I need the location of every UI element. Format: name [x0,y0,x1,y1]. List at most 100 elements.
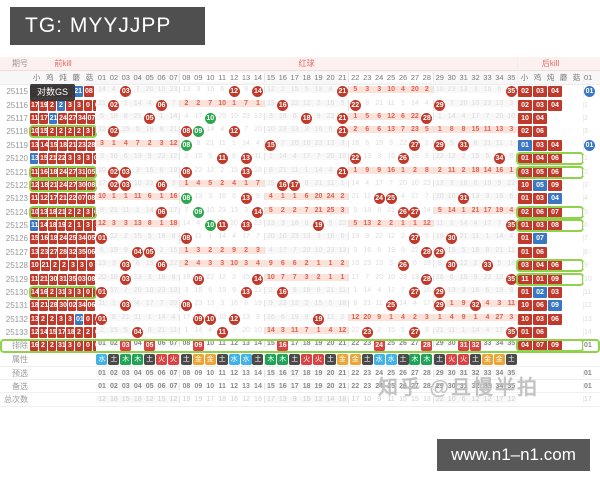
miss-count: 23 [145,179,154,187]
pink-count-cell: 3 [420,313,433,321]
pink-count-cell: 7 [251,179,264,187]
backup-number[interactable]: 04 [131,382,144,390]
preselect-number[interactable]: 18 [300,369,313,377]
backup-number[interactable]: 08 [179,382,193,390]
preselect-number[interactable]: 25 [385,369,398,377]
preselect-number[interactable]: 02 [107,369,120,377]
red-cell: 2 [179,153,193,161]
exclude-cell: 12 [228,340,241,348]
preselect-number[interactable]: 26 [397,369,409,377]
preselect-number[interactable]: 19 [312,369,325,377]
preselect-number[interactable]: 21 [336,369,349,377]
backup-number[interactable]: 01 [96,382,108,390]
backup-number[interactable]: 12 [228,382,241,390]
red-cell: 19 [288,313,301,321]
backup-number[interactable]: 27 [408,382,421,390]
kill-number-red: 03 [77,273,86,285]
preselect-grid: 01 02 03 04 05 06 07 08 09 10 11 12 13 14 15 16 17 18 19 20… [96,369,518,377]
preselect-number[interactable]: 22 [348,369,362,377]
red-cell: 9 [240,86,252,94]
preselect-number[interactable]: 34 [493,369,506,377]
preselect-number[interactable]: 29 [432,369,446,377]
backup-number[interactable]: 22 [348,382,362,390]
red-cell: 19 [457,273,470,281]
preselect-number[interactable]: 30 [445,369,458,377]
preselect-number[interactable]: 17 [288,369,301,377]
preselect-number[interactable]: 05 [143,369,156,377]
preselect-number[interactable]: 33 [481,369,494,377]
backup-number[interactable]: 17 [288,382,301,390]
backup-number[interactable]: 24 [373,382,386,390]
backup-number[interactable]: 28 [420,382,433,390]
miss-count: 19 [411,153,419,161]
miss-count: 12 [254,287,262,295]
preselect-number[interactable]: 23 [361,369,374,377]
backup-number[interactable]: 03 [119,382,132,390]
preselect-number[interactable]: 10 [204,369,217,377]
miss-count: 20 [254,126,262,134]
red-cell: 12 [324,313,337,321]
backup-number[interactable]: 19 [312,382,325,390]
preselect-number[interactable]: 06 [155,369,168,377]
miss-count: 21 [121,313,130,321]
preselect-number[interactable]: 01 [96,369,108,377]
backup-number[interactable]: 25 [385,382,398,390]
preselect-number[interactable]: 12 [228,369,241,377]
preselect-number[interactable]: 31 [457,369,470,377]
backup-number[interactable]: 11 [216,382,229,390]
preselect-number[interactable]: 11 [216,369,229,377]
miss-count: 21 [157,327,166,335]
red-cell: 12 [96,126,108,134]
backup-number[interactable]: 29 [432,382,446,390]
backup-number[interactable]: 35 [505,382,518,390]
backup-number[interactable]: 14 [251,382,264,390]
miss-count: 13 [302,233,311,241]
preselect-blue[interactable]: 01 [583,369,600,377]
preselect-number[interactable]: 03 [119,369,132,377]
number-label: 25 [387,382,395,390]
backup-number[interactable]: 30 [445,382,458,390]
backup-number[interactable]: 26 [397,382,409,390]
backup-number[interactable]: 15 [263,382,277,390]
backup-number[interactable]: 10 [204,382,217,390]
preselect-number[interactable]: 07 [167,369,180,377]
backup-number[interactable]: 32 [469,382,482,390]
backup-number[interactable]: 16 [276,382,289,390]
backup-number[interactable]: 18 [300,382,313,390]
preselect-number[interactable]: 16 [276,369,289,377]
backup-number[interactable]: 09 [192,382,205,390]
preselect-number[interactable]: 20 [324,369,337,377]
backup-number[interactable]: 34 [493,382,506,390]
totals-cell: 22 [432,396,446,404]
backup-number[interactable]: 07 [167,382,180,390]
red-cell: 18 [155,233,168,241]
hit-ball: 14 [252,273,264,285]
backup-number[interactable]: 20 [324,382,337,390]
miss-count: 10 [351,260,360,268]
preselect-number[interactable]: 09 [192,369,205,377]
backup-number[interactable]: 05 [143,382,156,390]
preselect-number[interactable]: 14 [251,369,264,377]
backup-number[interactable]: 31 [457,382,470,390]
preselect-number[interactable]: 24 [373,369,386,377]
backup-number[interactable]: 33 [481,382,494,390]
preselect-number[interactable]: 04 [131,369,144,377]
preselect-number[interactable]: 32 [469,369,482,377]
red-cell: 1 [228,139,241,147]
backup-blue[interactable]: 01 [583,382,600,390]
preselect-number[interactable]: 35 [505,369,518,377]
preselect-number[interactable]: 27 [408,369,421,377]
preselect-number[interactable]: 28 [420,369,433,377]
preselect-number[interactable]: 08 [179,369,193,377]
backup-number[interactable]: 21 [336,382,349,390]
front-kill-cell: 1315212233301 [30,153,96,165]
miss-count: 23 [169,86,178,94]
preselect-number[interactable]: 15 [263,369,277,377]
backup-number[interactable]: 02 [107,382,120,390]
kill-number-red: 2 [66,206,74,218]
preselect-number[interactable]: 13 [240,369,252,377]
backup-number[interactable]: 23 [361,382,374,390]
backup-number[interactable]: 06 [155,382,168,390]
miss-count: 2 [159,246,164,254]
backup-number[interactable]: 13 [240,382,252,390]
